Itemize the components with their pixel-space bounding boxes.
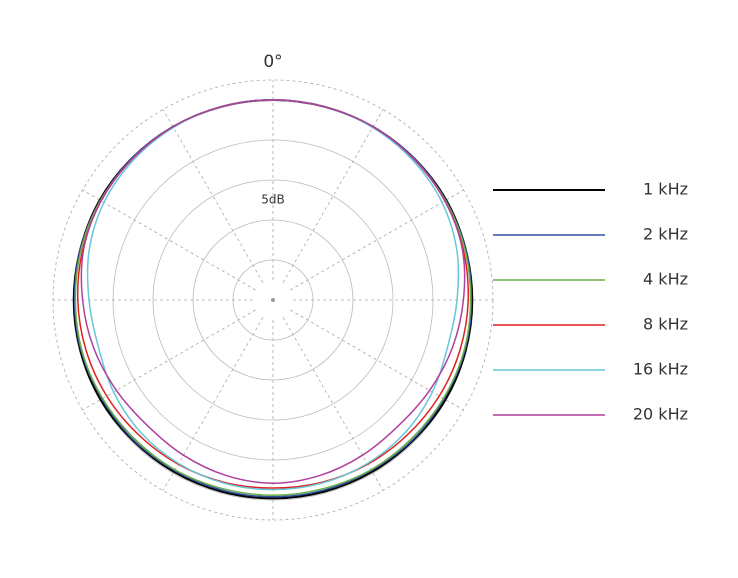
- series-line: [80, 99, 466, 484]
- legend-label: 20 kHz: [633, 405, 688, 424]
- angle-label: 0°: [263, 52, 282, 72]
- legend-label: 2 kHz: [643, 225, 688, 244]
- series-line: [72, 98, 474, 500]
- series-line: [86, 99, 460, 491]
- legend-label: 16 kHz: [633, 360, 688, 379]
- legend-label: 8 kHz: [643, 315, 688, 334]
- ring-label: 5dB: [261, 193, 284, 207]
- ring: [152, 179, 394, 421]
- legend-label: 4 kHz: [643, 270, 688, 289]
- series-line: [74, 99, 472, 496]
- center-dot: [271, 298, 275, 302]
- legend-label: 1 kHz: [643, 180, 688, 199]
